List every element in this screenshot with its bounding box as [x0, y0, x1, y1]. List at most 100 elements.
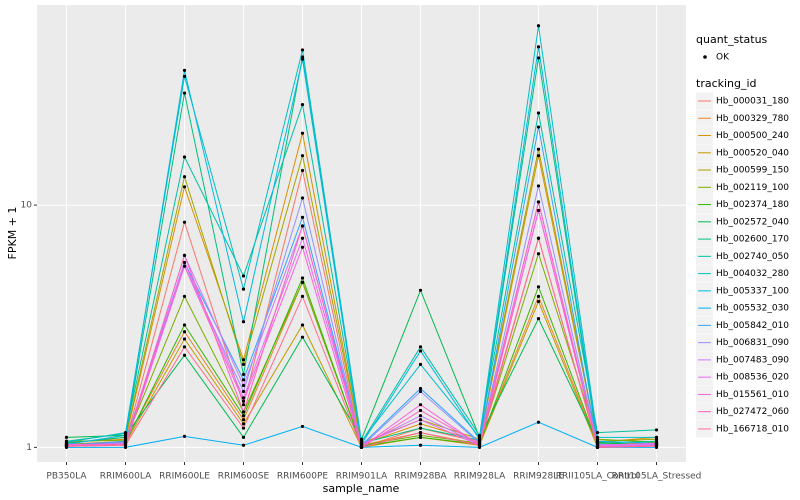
- legend-label: Hb_000329_780: [716, 114, 789, 124]
- point: [241, 399, 246, 403]
- point: [418, 386, 423, 391]
- legend-label: Hb_002600_170: [716, 235, 789, 245]
- x-tick-label: RRIM600PE: [277, 472, 329, 482]
- point: [536, 111, 541, 115]
- point: [300, 57, 305, 61]
- point: [300, 102, 305, 107]
- point: [359, 442, 364, 446]
- point: [418, 288, 423, 292]
- x-tick-label: RRIM600LA: [100, 472, 152, 482]
- point: [182, 323, 187, 327]
- legend-label: Hb_002119_100: [716, 183, 789, 193]
- point: [300, 424, 305, 429]
- legend-point: [703, 55, 707, 59]
- x-tick-label: RRIM600LE: [159, 472, 210, 482]
- point: [418, 414, 423, 418]
- point: [418, 443, 423, 447]
- x-tick-label: RRII105LA_Control: [556, 472, 639, 482]
- point: [300, 154, 305, 158]
- point: [241, 320, 246, 324]
- point: [418, 389, 423, 394]
- point: [182, 353, 187, 357]
- point: [536, 24, 541, 28]
- point: [300, 55, 305, 59]
- legend-label: Hb_027472_060: [716, 407, 789, 417]
- point: [536, 154, 541, 158]
- legend-label: Hb_008536_020: [716, 373, 789, 383]
- point: [300, 131, 305, 135]
- point: [123, 433, 128, 438]
- point: [536, 317, 541, 321]
- point: [182, 260, 187, 265]
- point: [241, 396, 246, 400]
- point: [300, 236, 305, 240]
- point: [418, 418, 423, 422]
- legend-label: Hb_002740_050: [716, 252, 789, 262]
- point: [595, 435, 600, 439]
- point: [300, 224, 305, 228]
- x-tick-label: RRIM928LE: [513, 472, 564, 482]
- point: [654, 444, 659, 448]
- point: [241, 358, 246, 362]
- point: [241, 403, 246, 407]
- legend-label: Hb_000520_040: [716, 148, 789, 158]
- point: [418, 345, 423, 349]
- point: [536, 208, 541, 213]
- point: [359, 439, 364, 443]
- legend-label: Hb_166718_010: [716, 424, 789, 434]
- legend-label: Hb_005532_030: [716, 304, 789, 314]
- point: [418, 408, 423, 413]
- point: [182, 294, 187, 298]
- x-tick-label: RRIM928BA: [394, 472, 447, 482]
- point: [536, 285, 541, 289]
- point: [241, 383, 246, 388]
- legend-label: Hb_005842_010: [716, 321, 789, 331]
- point: [418, 422, 423, 426]
- x-tick-label: RRII105LA_Stressed: [612, 472, 702, 482]
- point: [241, 418, 246, 422]
- point: [418, 362, 423, 367]
- legend-label: Hb_000031_180: [716, 97, 789, 107]
- point: [182, 91, 187, 95]
- point: [182, 175, 187, 179]
- point: [477, 437, 482, 441]
- point: [182, 220, 187, 224]
- point: [182, 68, 187, 72]
- point: [64, 435, 69, 439]
- point: [64, 444, 69, 448]
- point: [536, 420, 541, 424]
- point: [477, 443, 482, 447]
- legend-title: tracking_id: [696, 77, 757, 90]
- point: [123, 431, 128, 435]
- point: [654, 428, 659, 432]
- legend-label: Hb_004032_280: [716, 269, 789, 279]
- point: [241, 287, 246, 291]
- point: [182, 264, 187, 268]
- legend-label: Hb_002374_180: [716, 200, 789, 210]
- point: [300, 245, 305, 249]
- point: [241, 414, 246, 418]
- point: [654, 435, 659, 439]
- point: [182, 434, 187, 438]
- point: [359, 445, 364, 449]
- legend-label: Hb_006831_090: [716, 338, 789, 348]
- point: [182, 74, 187, 78]
- point: [300, 168, 305, 173]
- point: [241, 389, 246, 394]
- legend-label: OK: [716, 53, 730, 63]
- legend-label: Hb_000500_240: [716, 131, 789, 141]
- point: [241, 443, 246, 447]
- point: [418, 431, 423, 435]
- point: [241, 378, 246, 382]
- point: [300, 276, 305, 280]
- legend-label: Hb_002572_040: [716, 217, 789, 227]
- point: [595, 431, 600, 435]
- point: [595, 445, 600, 449]
- y-tick-label: 10: [21, 201, 33, 211]
- point: [300, 215, 305, 219]
- point: [536, 125, 541, 129]
- legend-label: Hb_005337_100: [716, 286, 789, 296]
- point: [536, 147, 541, 151]
- x-tick-label: RRIM901LA: [336, 472, 388, 482]
